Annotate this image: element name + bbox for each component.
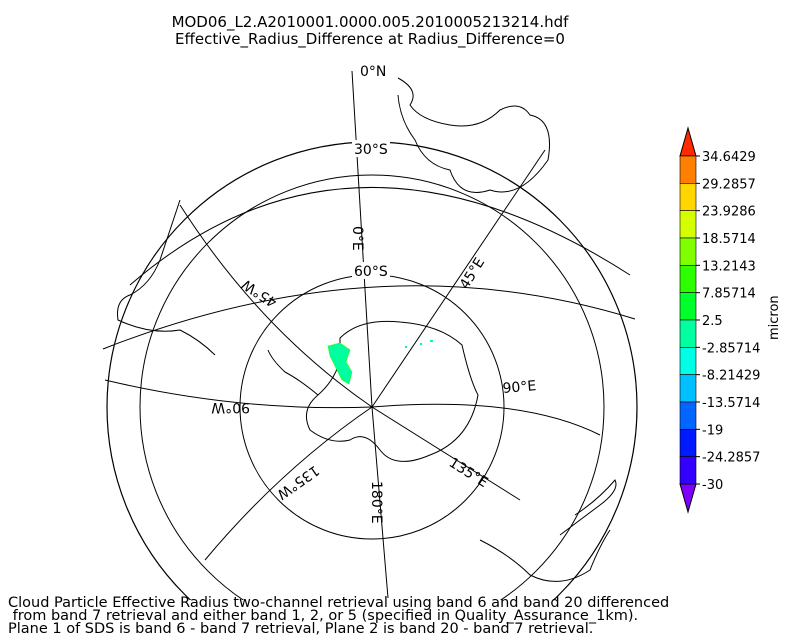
label-30s: 30°S bbox=[354, 142, 388, 158]
colorbar-segment bbox=[679, 210, 697, 239]
colorbar-tick-label: -24.2857 bbox=[702, 451, 760, 466]
colorbar-segment bbox=[679, 456, 697, 485]
colorbar-bottom-arrow bbox=[679, 483, 697, 514]
colorbar-segment bbox=[679, 155, 697, 184]
label-0e: 0°E bbox=[349, 226, 365, 251]
label-90w: 90°W bbox=[211, 399, 250, 415]
colorbar-tick-label: -30 bbox=[702, 478, 723, 493]
label-0n: 0°N bbox=[360, 64, 386, 80]
data-speck bbox=[405, 346, 407, 348]
meridian-0e bbox=[351, 70, 373, 408]
meridian-90w bbox=[104, 379, 373, 409]
antarctica-coast bbox=[305, 320, 479, 462]
colorbar-tick-label: -2.85714 bbox=[702, 341, 760, 356]
colorbar: 34.6429 29.2857 23.9286 18.5714 13.2143 7.857… bbox=[679, 126, 760, 514]
meridian-90e bbox=[371, 403, 601, 436]
latitude-line-30s-circle bbox=[139, 174, 605, 600]
colorbar-segment bbox=[679, 319, 697, 348]
meridian-135e bbox=[371, 406, 521, 501]
globe-outline bbox=[106, 141, 638, 600]
meridian-45e bbox=[371, 149, 546, 408]
label-135e: 135°E bbox=[446, 455, 491, 491]
data-swath bbox=[327, 340, 433, 385]
colorbar-segment bbox=[679, 429, 697, 457]
meridian-45w bbox=[179, 204, 373, 408]
south-america-coast bbox=[117, 199, 216, 356]
data-speck bbox=[420, 343, 422, 345]
map-subtitle: Effective_Radius_Difference at Radius_Di… bbox=[175, 30, 565, 48]
latitude-line-30s bbox=[129, 186, 631, 286]
new-zealand-coast bbox=[559, 479, 617, 536]
map-canvas: 0°N 30°S 60°S 0°E 45°E 90°E 135°E 180°E … bbox=[102, 62, 782, 600]
footer-line-2: from band 7 retrieval and either band 1,… bbox=[8, 608, 639, 624]
data-speck bbox=[430, 340, 433, 342]
colorbar-segment bbox=[679, 265, 697, 293]
colorbar-tick-label: 29.2857 bbox=[702, 177, 756, 192]
coastlines bbox=[117, 77, 617, 582]
footer-line-3: Plane 1 of SDS is band 6 - band 7 retrie… bbox=[8, 621, 594, 637]
colorbar-segment bbox=[679, 292, 697, 321]
data-patch bbox=[327, 342, 353, 385]
colorbar-tick-label: 18.5714 bbox=[702, 232, 756, 247]
colorbar-top-arrow bbox=[679, 126, 697, 157]
colorbar-segment bbox=[679, 347, 697, 375]
colorbar-segment bbox=[679, 237, 697, 266]
australia-coast bbox=[479, 529, 611, 582]
colorbar-tick-label: 34.6429 bbox=[702, 150, 756, 165]
colorbar-tick-label: -19 bbox=[702, 423, 723, 438]
label-90e: 90°E bbox=[502, 378, 537, 397]
colorbar-tick-label: 2.5 bbox=[702, 314, 723, 329]
footer-line-1: Cloud Particle Effective Radius two-chan… bbox=[8, 595, 670, 611]
colorbar-tick-label: 7.85714 bbox=[702, 287, 756, 302]
label-60s: 60°S bbox=[354, 264, 388, 280]
colorbar-segment bbox=[679, 374, 697, 403]
colorbar-segment bbox=[679, 183, 697, 211]
meridian-180e bbox=[371, 406, 389, 599]
latitude-line-0n bbox=[102, 285, 636, 350]
colorbar-tick-label: 23.9286 bbox=[702, 205, 756, 220]
label-135w: 135°W bbox=[274, 462, 322, 502]
colorbar-tick-label: 13.2143 bbox=[702, 259, 756, 274]
antarctic-peninsula bbox=[267, 349, 319, 396]
latitude-labels: 0°N 30°S 60°S bbox=[352, 62, 390, 280]
label-180e: 180°E bbox=[368, 481, 384, 524]
colorbar-unit: micron bbox=[767, 295, 782, 340]
meridian-135w bbox=[204, 406, 373, 561]
colorbar-segment bbox=[679, 401, 697, 430]
colorbar-tick-label: -8.21429 bbox=[702, 369, 760, 384]
colorbar-tick-label: -13.5714 bbox=[702, 396, 760, 411]
map-title: MOD06_L2.A2010001.0000.005.2010005213214… bbox=[171, 13, 569, 31]
africa-coast bbox=[397, 77, 550, 193]
